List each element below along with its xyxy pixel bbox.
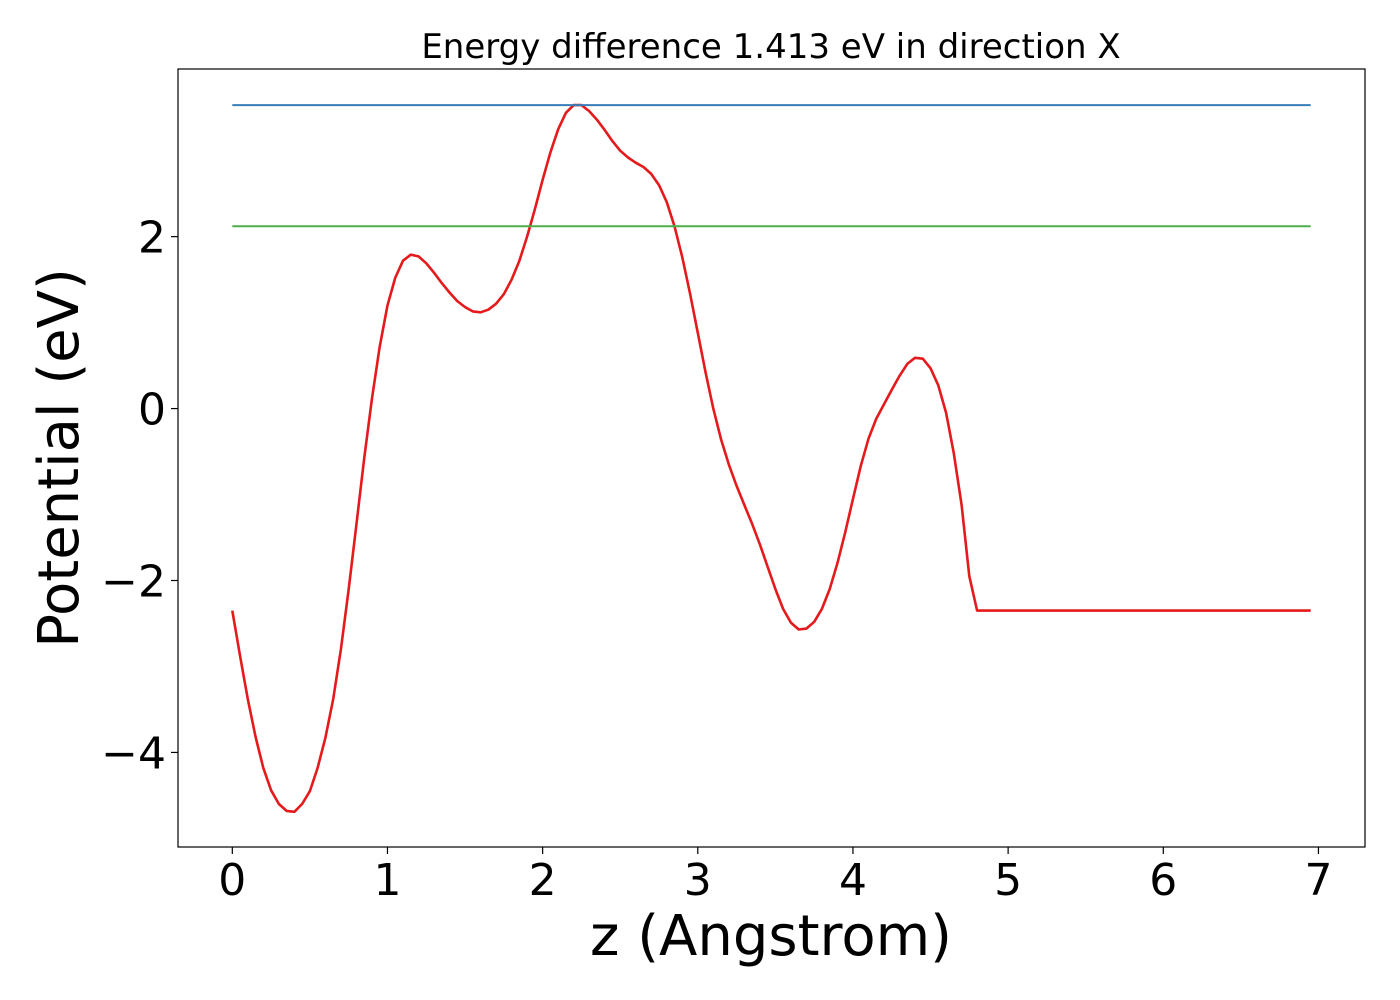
x-tick-label: 2 bbox=[529, 855, 557, 906]
chart-title: Energy difference 1.413 eV in direction … bbox=[421, 27, 1120, 67]
x-tick-label: 0 bbox=[218, 855, 246, 906]
x-axis-label: z (Angstrom) bbox=[590, 904, 952, 969]
y-tick-label: −4 bbox=[101, 728, 166, 779]
x-tick-label: 6 bbox=[1149, 855, 1177, 906]
y-axis: −4 −2 0 2 bbox=[101, 213, 178, 779]
x-tick-label: 1 bbox=[373, 855, 401, 906]
x-tick-label: 5 bbox=[994, 855, 1022, 906]
y-tick-label: 0 bbox=[138, 385, 166, 436]
y-axis-label: Potential (eV) bbox=[27, 268, 92, 648]
x-axis: 0 1 2 3 4 5 6 7 bbox=[218, 847, 1332, 906]
x-tick-label: 3 bbox=[684, 855, 712, 906]
y-tick-label: −2 bbox=[101, 557, 166, 608]
x-tick-label: 7 bbox=[1304, 855, 1332, 906]
plot-frame bbox=[177, 68, 1366, 848]
series-line-0 bbox=[231, 103, 1311, 814]
y-tick-label: 2 bbox=[138, 213, 166, 264]
plot-area bbox=[231, 103, 1311, 814]
x-tick-label: 4 bbox=[839, 855, 867, 906]
